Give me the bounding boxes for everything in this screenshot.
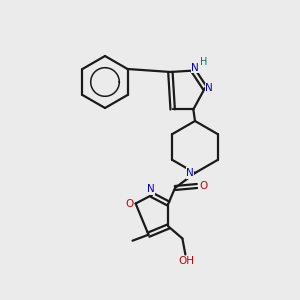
Text: H: H [200, 57, 207, 67]
Text: O: O [125, 199, 134, 208]
Text: N: N [147, 184, 155, 194]
Text: N: N [191, 63, 199, 73]
Text: N: N [186, 168, 194, 178]
Text: O: O [199, 181, 207, 191]
Text: N: N [205, 83, 213, 93]
Text: OH: OH [178, 256, 194, 266]
